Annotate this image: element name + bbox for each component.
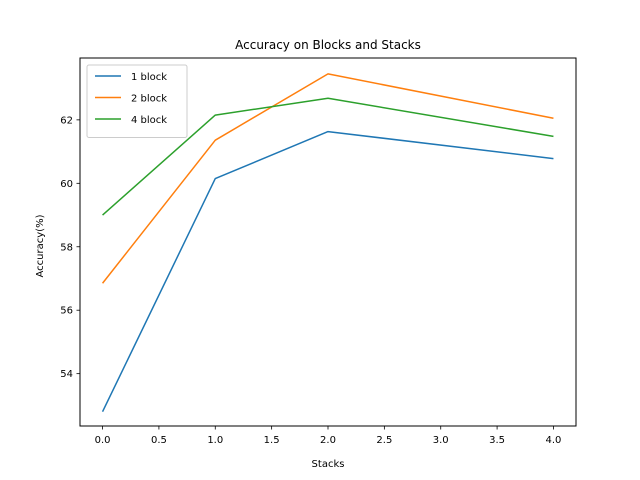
x-tick-label: 3.0 — [433, 435, 449, 446]
plot-frame — [79, 57, 577, 427]
y-axis: 54 56 58 60 62 — [60, 115, 80, 380]
legend-label: 2 block — [131, 94, 167, 105]
y-tick-label: 56 — [60, 306, 73, 317]
x-tick-label: 3.5 — [489, 435, 505, 446]
chart-title: Accuracy on Blocks and Stacks — [235, 38, 421, 52]
x-tick-label: 0.0 — [95, 435, 111, 446]
y-tick-label: 54 — [60, 369, 73, 380]
y-tick-label: 62 — [60, 115, 73, 126]
legend-label: 1 block — [131, 72, 167, 83]
x-tick-label: 1.5 — [264, 435, 280, 446]
legend: 1 block 2 block 4 block — [86, 64, 188, 138]
x-axis-label: Stacks — [312, 459, 345, 470]
x-tick-label: 2.5 — [376, 435, 392, 446]
y-tick-label: 58 — [60, 242, 73, 253]
x-tick-label: 1.0 — [207, 435, 223, 446]
x-tick-label: 0.5 — [151, 435, 167, 446]
y-tick-label: 60 — [60, 179, 73, 190]
series-line-3 — [102, 97, 554, 216]
x-tick-label: 2.0 — [320, 435, 336, 446]
legend-label: 4 block — [131, 115, 167, 126]
series-lines — [101, 73, 554, 413]
y-axis-label: Accuracy(%) — [35, 214, 46, 277]
series-line-1 — [101, 130, 554, 413]
x-tick-label: 4.0 — [546, 435, 562, 446]
x-axis: 0.0 0.5 1.0 1.5 2.0 2.5 3.0 3.5 4.0 — [95, 426, 562, 446]
